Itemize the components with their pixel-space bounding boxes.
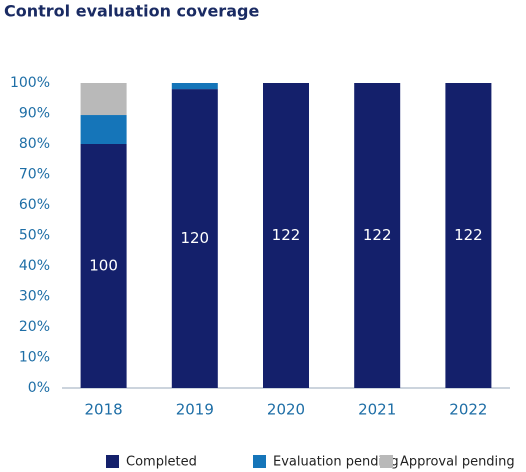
legend-label: Completed <box>126 455 197 470</box>
y-tick-label: 80% <box>19 136 50 152</box>
bar-segment <box>171 83 218 90</box>
bar-segment <box>445 83 492 388</box>
legend-label: Approval pending <box>400 455 515 470</box>
legend-label: Evaluation pending <box>273 455 399 470</box>
y-tick-label: 30% <box>19 289 50 305</box>
bar-segment <box>171 89 218 388</box>
y-tick-label: 50% <box>19 228 50 244</box>
bar-segment <box>80 115 127 144</box>
x-tick-label: 2019 <box>176 401 214 419</box>
y-tick-label: 0% <box>28 380 50 396</box>
y-tick-label: 60% <box>19 197 50 213</box>
count-label: 122 <box>272 226 301 244</box>
y-tick-label: 100% <box>10 75 50 91</box>
bar-segment <box>80 83 127 116</box>
x-tick-label: 2021 <box>358 401 396 419</box>
legend-swatch <box>253 455 266 468</box>
legend-swatch <box>380 455 393 468</box>
legend-swatch <box>106 455 119 468</box>
bar-segment <box>80 144 127 388</box>
y-tick-label: 70% <box>19 167 50 183</box>
y-tick-label: 10% <box>19 350 50 366</box>
count-label: 122 <box>454 226 483 244</box>
count-label: 120 <box>180 229 209 247</box>
count-label: 100 <box>89 257 118 275</box>
y-tick-label: 40% <box>19 258 50 274</box>
count-label: 122 <box>363 226 392 244</box>
y-tick-label: 20% <box>19 319 50 335</box>
bar-segment <box>263 83 309 388</box>
bar-segment <box>354 83 401 388</box>
x-tick-label: 2018 <box>85 401 123 419</box>
y-tick-label: 90% <box>19 106 50 122</box>
chart-title: Control evaluation coverage <box>4 2 259 21</box>
x-tick-label: 2020 <box>267 401 305 419</box>
x-tick-label: 2022 <box>449 401 487 419</box>
